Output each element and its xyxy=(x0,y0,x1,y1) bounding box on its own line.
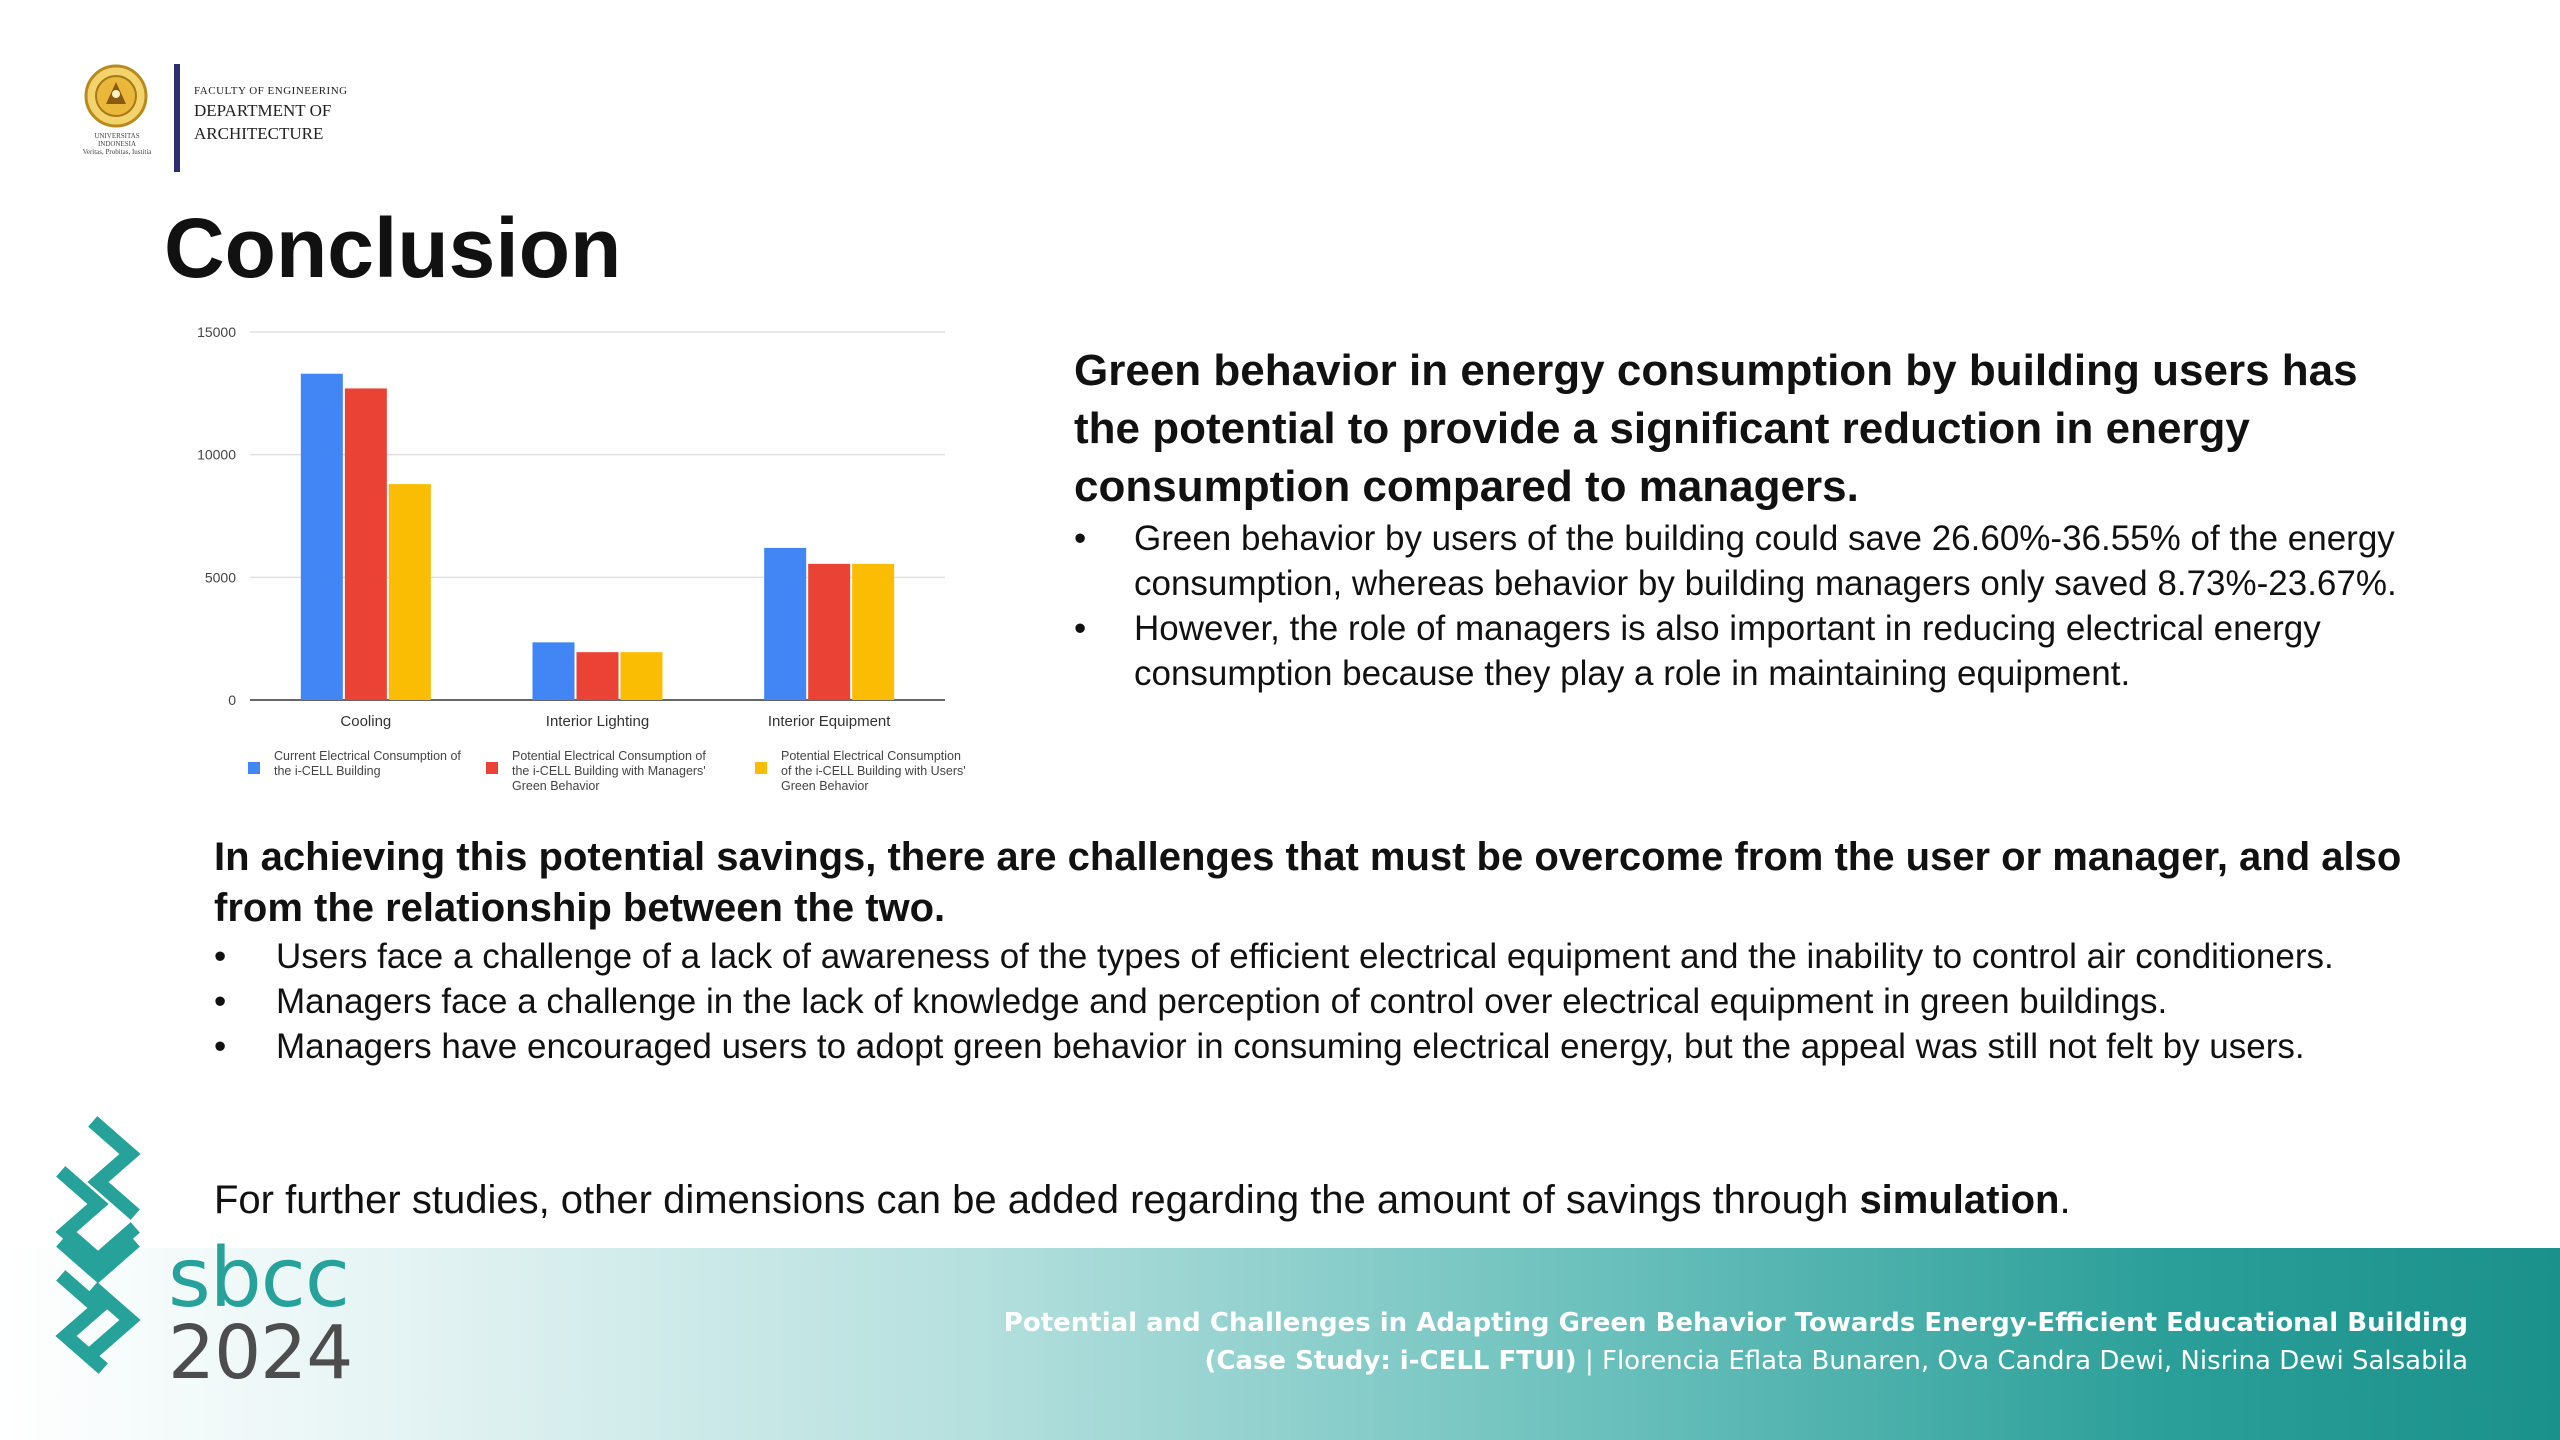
further-studies-emphasis: simulation xyxy=(1859,1178,2060,1222)
y-tick-label: 10000 xyxy=(197,447,236,463)
legend-label: Potential Electrical Consumption of the i… xyxy=(512,749,706,793)
further-studies-text: For further studies, other dimensions ca… xyxy=(214,1178,1860,1222)
footer-case-study: (Case Study: i-CELL FTUI) xyxy=(1204,1346,1577,1376)
list-item: Managers have encouraged users to adopt … xyxy=(214,1024,2414,1069)
bar xyxy=(300,373,343,700)
legend-label: Current Electrical Consumption of the i-C… xyxy=(274,749,461,778)
challenges-heading: In achieving this potential savings, the… xyxy=(214,835,2402,930)
bar xyxy=(576,652,619,700)
x-tick-label: Interior Lighting xyxy=(546,713,649,730)
chart-canvas: 0 5000 10000 15000 Cooling Interior Lighting I… xyxy=(197,324,966,793)
sbcc-name: sbcc xyxy=(168,1231,350,1326)
bar xyxy=(620,652,663,700)
legend-swatch xyxy=(248,762,260,774)
sbcc-logo-mark-icon xyxy=(46,1116,156,1386)
sbcc-wordmark: sbcc 2024 xyxy=(168,1231,353,1396)
faculty-label: FACULTY OF ENGINEERING xyxy=(194,85,348,97)
list-item: Users face a challenge of a lack of awar… xyxy=(214,934,2414,979)
challenges-section: In achieving this potential savings, the… xyxy=(214,832,2414,1069)
bar xyxy=(852,563,895,700)
x-tick-label: Cooling xyxy=(340,713,391,730)
footer-separator: | xyxy=(1576,1346,1602,1376)
list-item: However, the role of managers is also im… xyxy=(1074,606,2404,696)
list-item: Managers face a challenge in the lack of… xyxy=(214,979,2414,1024)
bar xyxy=(808,563,851,700)
further-studies-note: For further studies, other dimensions ca… xyxy=(214,1174,2071,1226)
footer-band xyxy=(0,1248,2560,1440)
footer-paper-title: Potential and Challenges in Adapting Gre… xyxy=(1003,1308,2468,1338)
green-behavior-bullets: Green behavior by users of the building … xyxy=(1074,516,2404,696)
bar xyxy=(388,484,431,700)
seal-caption: UNIVERSITAS INDONESIA Veritas, Probitas,… xyxy=(82,132,152,156)
bar xyxy=(532,642,575,700)
footer-citation: Potential and Challenges in Adapting Gre… xyxy=(1004,1304,2468,1380)
department-line-1: DEPARTMENT OF xyxy=(194,101,332,120)
challenges-bullets: Users face a challenge of a lack of awar… xyxy=(214,934,2414,1069)
department-logo: UNIVERSITAS INDONESIA Veritas, Probitas,… xyxy=(83,64,384,174)
sbcc-year: 2024 xyxy=(168,1310,353,1396)
legend-label: Potential Electrical Consumption of the i… xyxy=(781,749,966,793)
green-behavior-heading: Green behavior in energy consumption by … xyxy=(1074,346,2358,511)
legend-swatch xyxy=(486,762,498,774)
y-tick-label: 5000 xyxy=(205,569,236,585)
legend-swatch xyxy=(755,762,767,774)
list-item: Green behavior by users of the building … xyxy=(1074,516,2404,606)
energy-consumption-chart: 0 5000 10000 15000 Cooling Interior Lighting I… xyxy=(180,316,1000,806)
green-behavior-section: Green behavior in energy consumption by … xyxy=(1074,342,2404,696)
department-line-2: ARCHITECTURE xyxy=(194,124,324,143)
y-tick-label: 15000 xyxy=(197,324,236,340)
y-tick-label: 0 xyxy=(228,692,236,708)
further-studies-end: . xyxy=(2059,1178,2071,1222)
logo-divider xyxy=(174,64,180,172)
bar xyxy=(344,388,387,700)
bar xyxy=(764,547,807,700)
university-seal-icon: UNIVERSITAS INDONESIA Veritas, Probitas,… xyxy=(83,64,151,174)
footer-authors: Florencia Eflata Bunaren, Ova Candra Dew… xyxy=(1601,1346,2468,1376)
slide-title: Conclusion xyxy=(164,201,622,295)
x-tick-label: Interior Equipment xyxy=(768,713,891,730)
department-name: FACULTY OF ENGINEERING DEPARTMENT OF ARC… xyxy=(194,84,348,144)
